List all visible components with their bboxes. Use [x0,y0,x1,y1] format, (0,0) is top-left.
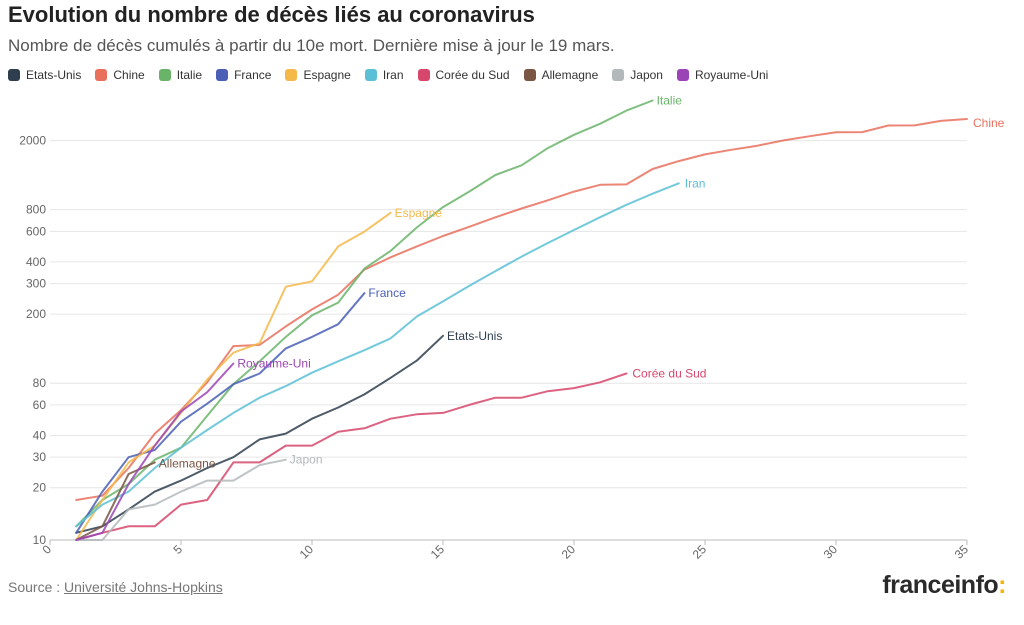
series-line [75,292,366,534]
legend-swatch [285,69,298,81]
series-line [75,334,444,534]
y-tick-label: 80 [33,376,47,390]
chart-title: Evolution du nombre de décès liés au cor… [8,2,535,27]
y-tick-label: 40 [33,428,47,442]
x-tick-label: 20 [559,542,579,562]
y-tick-label: 20 [33,481,47,495]
y-tick-label: 60 [33,398,47,412]
x-tick-label: 25 [690,542,710,562]
y-tick-label: 600 [26,224,46,238]
y-tick-label: 300 [26,277,46,291]
y-tick-label: 2000 [19,134,46,148]
series-line [75,372,628,541]
legend-swatch [523,69,536,81]
brand-colon: : [998,571,1006,599]
legend-item[interactable]: Etats-Unis [8,68,81,82]
y-tick-label: 30 [33,450,47,464]
legend-item[interactable]: Iran [364,68,404,82]
legend-swatch [158,69,171,81]
y-tick-label: 400 [26,255,46,269]
series-end-label: Royaume-Uni [237,356,310,370]
legend-item[interactable]: France [216,68,271,82]
source-link[interactable]: Université Johns-Hopkins [64,579,223,595]
x-tick-label: 10 [297,542,317,562]
brand-logo: franceinfo: [882,571,1006,600]
legend-label: Etats-Unis [26,68,82,82]
legend-label: Royaume-Uni [694,68,769,82]
legend-label: Allemagne [541,68,599,82]
legend-label: France [234,68,272,82]
legend-swatch [216,69,229,81]
y-tick-label: 800 [26,203,46,217]
source-credit: Source : Université Johns-Hopkins [8,579,223,595]
series-line [75,362,235,541]
legend-item[interactable]: Corée du Sud [417,68,510,82]
legend-item[interactable]: Royaume-Uni [676,68,769,82]
series-line [75,458,287,541]
series-end-label: Allemagne [159,456,216,470]
series-end-label: Japon [290,453,323,467]
x-tick-label: 30 [821,542,841,562]
source-label: Source : [8,579,61,595]
x-tick-label: 35 [952,542,972,562]
series-line [75,118,968,501]
series-line [75,182,680,528]
legend-label: Japon [630,68,663,82]
legend-swatch [676,69,689,81]
chart-subtitle: Nombre de décès cumulés à partir du 10e … [8,36,615,55]
legend-label: Italie [176,68,203,82]
series-line [75,461,156,541]
legend-label: Chine [113,68,145,82]
brand-name: franceinfo [882,571,999,599]
series-line [75,99,654,528]
chart-legend: Etats-Unis Chine Italie France Espagne Iran Co… [8,68,782,82]
series-end-label: Etats-Unis [447,329,502,343]
y-tick-label: 10 [33,533,47,547]
gridlines [50,140,967,541]
legend-swatch [95,69,108,81]
legend-item[interactable]: Japon [612,68,663,82]
series-end-label: Corée du Sud [632,367,706,381]
legend-item[interactable]: Chine [95,68,145,82]
series-end-label: Espagne [395,206,443,220]
legend-label: Corée du Sud [435,68,510,82]
legend-swatch [364,69,377,81]
legend-item[interactable]: Espagne [285,68,351,82]
legend-label: Iran [382,68,404,82]
legend-swatch [612,69,625,81]
x-tick-label: 0 [39,542,54,557]
y-tick-label: 200 [26,307,46,321]
legend-label: Espagne [303,68,351,82]
legend-item[interactable]: Italie [158,68,203,82]
series-end-label: France [368,286,406,300]
series-end-label: Iran [685,176,706,190]
legend-item[interactable]: Allemagne [523,68,599,82]
series-end-label: Chine [973,116,1005,130]
series-line [75,211,392,541]
x-tick-label: 15 [428,542,448,562]
legend-swatch [417,69,430,81]
legend-swatch [8,69,20,81]
series-end-label: Italie [657,93,683,107]
x-tick-label: 5 [170,542,185,557]
